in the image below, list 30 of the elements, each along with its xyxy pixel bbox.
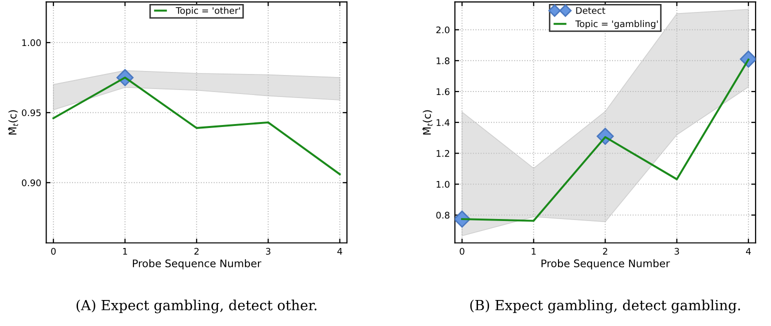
y-tick-label: 0.90 [22,179,41,186]
y-tick-label: 1.00 [22,39,41,46]
y-axis-title: M̂$_{t}$(c) [8,110,18,134]
y-tick-label: 0.95 [22,109,41,116]
y-tick-label: 1.6 [436,88,450,96]
text: (B) Expect gambling, detect gambling. [470,300,740,314]
legend-label: Topic = 'gambling' [575,20,658,29]
x-tick-label: 0 [460,248,464,255]
x-tick-label: 2 [603,248,608,255]
y-tick-label: 2.0 [436,26,450,34]
y-tick-label: 1.0 [436,180,450,188]
legend-label: Detect [576,7,606,14]
x-axis-title: Probe Sequence Number [132,259,262,270]
y-axis-title: M̂$_{t}$(c) [422,110,432,134]
y-tick-label: 0.8 [436,212,450,219]
y-tick-label: 1.4 [436,119,450,126]
text: (A) Expect gambling, detect other. [76,300,316,314]
x-tick-label: 4 [337,248,342,255]
x-tick-label: 3 [674,248,679,255]
point [740,50,756,68]
x-tick-label: 0 [51,248,56,255]
x-tick-label: 4 [746,248,751,255]
x-tick-label: 1 [123,248,128,255]
x-tick-label: 2 [194,248,199,255]
x-tick-label: 3 [266,248,270,255]
x-tick-label: 1 [532,248,536,255]
y-tick-label: 1.8 [436,57,450,64]
x-axis-title: Probe Sequence Number [542,259,670,270]
legend-label: Topic = 'other' [176,6,240,16]
y-tick-label: 1.2 [436,150,450,157]
